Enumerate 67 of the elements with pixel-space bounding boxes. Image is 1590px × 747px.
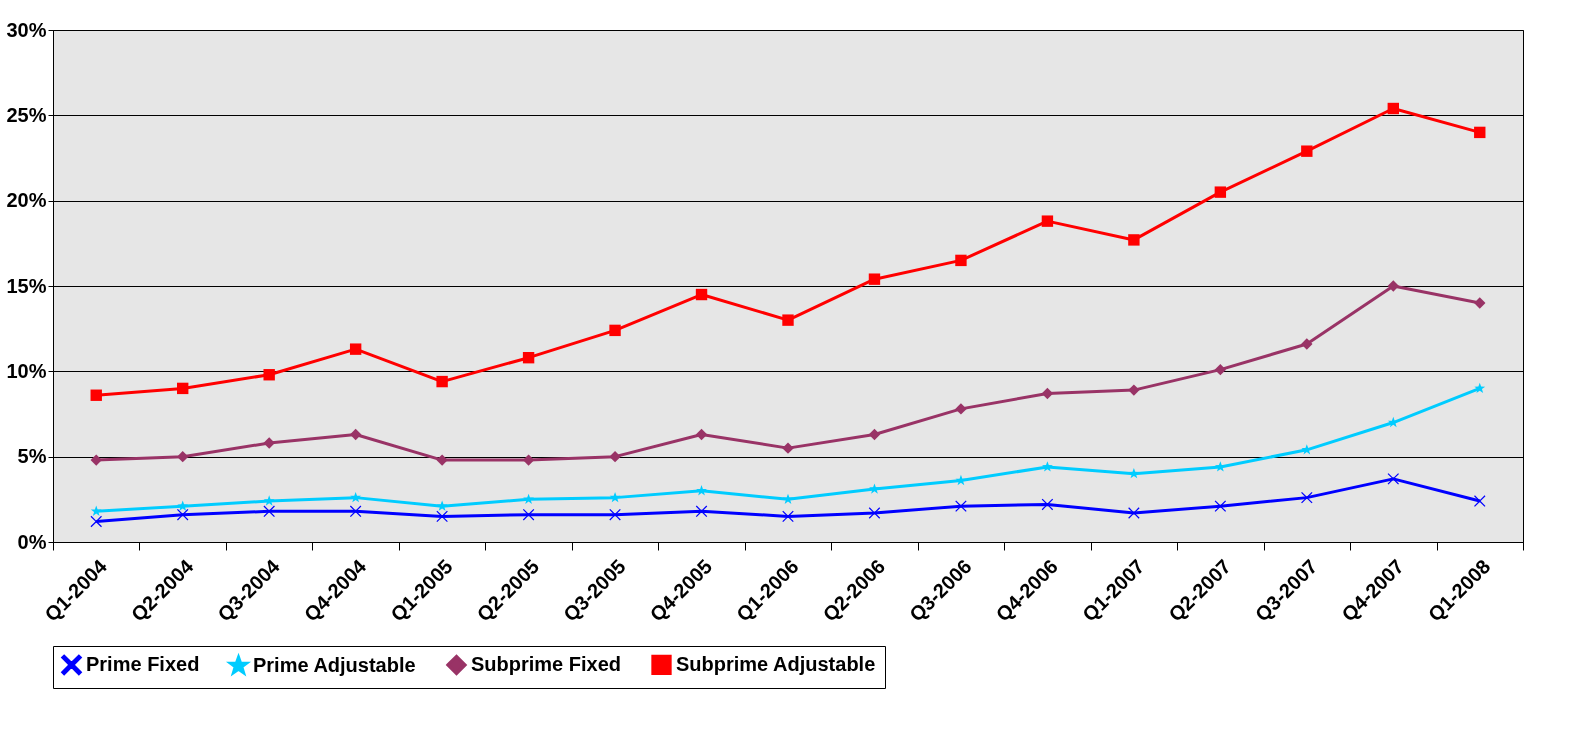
point [1301, 338, 1313, 350]
point [609, 508, 621, 521]
y-tick-label: 30% [6, 18, 47, 41]
point [1041, 215, 1054, 227]
y-tick-label: 25% [6, 103, 47, 126]
y-tick-label: 15% [6, 274, 47, 297]
point [868, 273, 881, 285]
legend-label: Prime Fixed [86, 652, 200, 675]
legend-label: Prime Adjustable [253, 653, 416, 676]
point [177, 382, 189, 395]
point [868, 507, 881, 519]
legend-label: Subprime Adjustable [676, 652, 876, 675]
point [522, 351, 535, 364]
point [868, 428, 881, 441]
point [782, 493, 794, 504]
point [695, 505, 708, 517]
point [350, 491, 362, 503]
point [349, 343, 362, 355]
point [955, 474, 967, 486]
point [436, 500, 448, 511]
point [1042, 461, 1053, 472]
point [90, 515, 102, 528]
point [609, 450, 621, 463]
point [1128, 384, 1140, 396]
point [869, 483, 880, 494]
point [695, 288, 708, 301]
point [782, 510, 794, 523]
point [1474, 126, 1486, 139]
point [90, 454, 102, 466]
point [263, 369, 275, 381]
point [349, 428, 362, 441]
point [177, 500, 189, 511]
point [1474, 297, 1486, 309]
point [436, 454, 448, 466]
point [436, 375, 448, 388]
point [1387, 102, 1399, 115]
y-tick-label: 5% [17, 445, 47, 468]
point [1474, 382, 1486, 394]
point [1301, 491, 1313, 504]
point [1387, 280, 1399, 292]
point [955, 254, 967, 267]
point [782, 314, 794, 326]
point [1214, 186, 1227, 198]
point [90, 389, 102, 401]
point [1474, 495, 1486, 507]
point [609, 324, 621, 337]
y-tick-label: 10% [6, 359, 47, 382]
point [695, 428, 708, 441]
y-tick-label: 0% [17, 530, 47, 553]
point [90, 505, 102, 516]
point [1041, 387, 1054, 400]
point [1128, 468, 1140, 479]
point [1301, 145, 1313, 157]
point [263, 437, 275, 449]
point [263, 495, 275, 506]
y-tick-label: 20% [6, 189, 47, 212]
point [955, 403, 967, 415]
point [782, 442, 794, 454]
point [696, 485, 707, 496]
point [1128, 234, 1140, 246]
point [436, 510, 448, 523]
point [1214, 363, 1227, 376]
point [177, 450, 189, 463]
point [609, 491, 621, 503]
legend-label: Subprime Fixed [471, 652, 622, 675]
point [523, 493, 534, 504]
point [1214, 500, 1227, 512]
